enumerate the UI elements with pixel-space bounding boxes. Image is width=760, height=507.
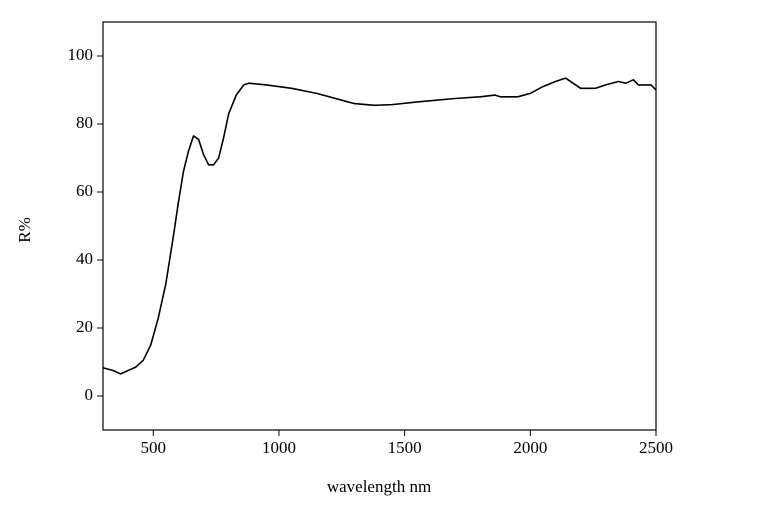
data-line [102, 77, 657, 375]
y-tick-label: 100 [68, 45, 94, 64]
x-tick-label: 1000 [262, 438, 296, 457]
y-axis-label: R% [15, 217, 34, 243]
x-tick-label: 2500 [639, 438, 673, 457]
y-tick-label: 80 [76, 113, 93, 132]
x-tick-label: 500 [141, 438, 167, 457]
y-tick-label: 20 [76, 317, 93, 336]
y-tick-label: 60 [76, 181, 93, 200]
x-tick-label: 1500 [388, 438, 422, 457]
x-axis-label: wavelength nm [327, 477, 431, 496]
y-tick-label: 40 [76, 249, 93, 268]
x-tick-label: 2000 [513, 438, 547, 457]
y-tick-label: 0 [85, 385, 94, 404]
plot-frame [102, 21, 657, 431]
